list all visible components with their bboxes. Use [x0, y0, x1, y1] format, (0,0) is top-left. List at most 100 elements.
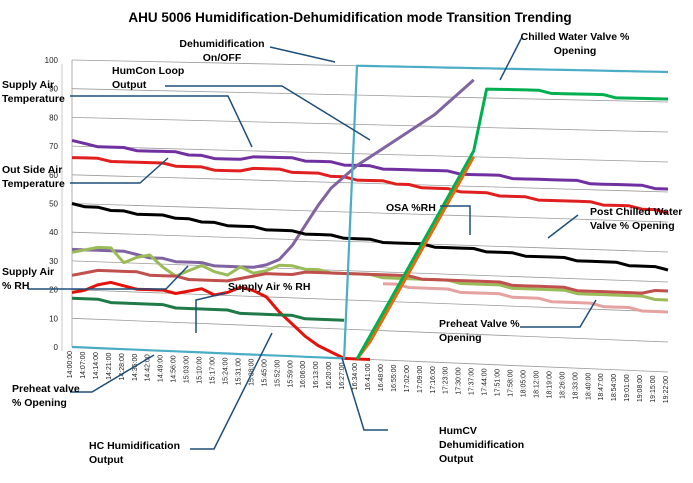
y-axis-ticks: 0 10 20 30 40 50 60 70 80 90 100 [45, 56, 59, 352]
x-tick-label: 14:28:00 [119, 353, 126, 380]
annotation-line: Supply Air [2, 79, 54, 91]
x-tick-label: 18:12:00 [533, 370, 540, 397]
x-tick-label: 19:08:00 [637, 375, 644, 402]
y-tick-label: 100 [45, 56, 59, 65]
series-osa_rh [71, 202, 669, 272]
x-tick-label: 14:07:00 [80, 351, 87, 378]
annotation-line: % RH [2, 280, 29, 292]
annotation-hc-hum: HC Humidification Output [89, 440, 180, 466]
series-humcv_dehumidification_output [355, 156, 476, 360]
annotation-line: Temperature [2, 93, 65, 105]
annotations: Dehumidification On/OFF Chilled Water Valv… [2, 31, 682, 466]
annotation-leader-dehum-onoff [269, 46, 336, 63]
y-tick-label: 90 [49, 85, 58, 94]
y-tick-label: 30 [49, 257, 58, 266]
x-tick-label: 18:26:00 [559, 372, 566, 399]
annotation-leader-post-chw [547, 214, 579, 239]
y-tick-label: 60 [49, 171, 58, 180]
series-chilled_water_valve [355, 87, 669, 360]
x-tick-label: 17:30:00 [456, 367, 463, 394]
x-tick-label: 14:14:00 [93, 352, 100, 379]
annotation-line: Chilled Water Valve % [521, 31, 630, 43]
x-tick-label: 15:45:00 [261, 359, 268, 386]
x-tick-label: 16:06:00 [300, 361, 307, 388]
x-tick-label: 17:09:00 [417, 366, 424, 393]
annotation-post-chw: Post Chilled Water Valve % Opening [590, 206, 682, 232]
series-humcon_loop_output [71, 78, 475, 269]
y-tick-label: 50 [49, 200, 58, 209]
series-preheat_valve_opening [71, 296, 345, 322]
x-tick-label: 18:05:00 [520, 370, 527, 397]
x-tick-label: 14:21:00 [106, 353, 113, 380]
annotation-line: Temperature [2, 178, 65, 190]
x-tick-label: 15:10:00 [197, 356, 204, 383]
y-tick-label: 40 [49, 228, 58, 237]
gridline [71, 174, 669, 193]
gridline [71, 88, 669, 103]
x-tick-label: 16:34:00 [352, 363, 359, 390]
gridline [71, 231, 669, 253]
annotation-line: HumCV [439, 425, 477, 437]
annotation-supply-temp: Supply Air Temperature [2, 79, 65, 105]
gridline [71, 145, 669, 163]
x-tick-label: 15:52:00 [274, 360, 281, 387]
x-tick-label: 17:23:00 [443, 367, 450, 394]
annotation-line: On/OFF [203, 52, 242, 64]
annotation-humcv: HumCV Dehumidification Output [439, 425, 524, 465]
x-tick-label: 18:40:00 [585, 373, 592, 400]
annotation-line: Dehumidification [439, 439, 524, 451]
annotation-osa-rh: OSA %RH [386, 202, 436, 214]
x-tick-label: 19:22:00 [663, 376, 670, 403]
x-tick-label: 15:24:00 [222, 357, 229, 384]
x-tick-label: 14:49:00 [158, 355, 165, 382]
x-tick-label: 15:59:00 [287, 360, 294, 387]
annotation-leader-humcon [165, 85, 371, 141]
annotation-leader-humcv [341, 357, 388, 431]
annotation-line: Opening [439, 332, 482, 344]
annotation-preheat-valve: Preheat Valve % Opening [439, 318, 520, 344]
x-tick-label: 17:51:00 [495, 369, 502, 396]
x-tick-label: 15:31:00 [235, 358, 242, 385]
x-tick-label: 18:54:00 [611, 374, 618, 401]
x-tick-label: 17:02:00 [404, 365, 411, 392]
annotation-chw-valve: Chilled Water Valve % Opening [521, 31, 630, 57]
series-supply_air_rh [71, 268, 669, 295]
annotation-line: Output [439, 453, 474, 465]
x-tick-label: 18:19:00 [546, 371, 553, 398]
x-tick-label: 17:58:00 [508, 369, 515, 396]
series-lines [71, 64, 669, 361]
series-outside_air_temp [71, 156, 669, 215]
x-tick-label: 18:47:00 [598, 373, 605, 400]
annotation-line: Supply Air [2, 266, 54, 278]
annotation-leader-osa-rh [440, 205, 471, 235]
x-tick-label: 14:00:00 [67, 351, 74, 378]
y-tick-label: 0 [54, 343, 59, 352]
x-tick-label: 16:55:00 [391, 364, 398, 391]
gridline [71, 117, 669, 133]
annotation-line: Out Side Air [2, 164, 62, 176]
series-dehumidification_on_off [71, 64, 669, 360]
annotation-leader-preheat-left [70, 354, 155, 393]
annotation-leader-supply-rh-left [28, 265, 189, 290]
annotation-leader-preheat-valve [520, 299, 597, 328]
x-tick-label: 14:35:00 [132, 354, 139, 381]
annotation-line: HC Humidification [89, 440, 180, 452]
x-tick-label: 16:27:00 [339, 362, 346, 389]
annotation-line: Preheat Valve % [439, 318, 520, 330]
x-tick-label: 14:56:00 [171, 355, 178, 382]
x-tick-label: 17:37:00 [469, 368, 476, 395]
annotation-line: Output [89, 454, 124, 466]
annotation-dehum-onoff: Dehumidification On/OFF [179, 38, 264, 64]
x-tick-label: 16:13:00 [313, 361, 320, 388]
x-tick-label: 17:44:00 [482, 368, 489, 395]
chart-title: AHU 5006 Humidification-Dehumidification… [128, 10, 571, 25]
annotation-leader-supply-rh-mid [195, 292, 227, 333]
annotation-line: Supply Air % RH [228, 281, 310, 293]
y-tick-label: 80 [49, 113, 58, 122]
annotation-leader-supply-temp [70, 95, 253, 148]
annotation-line: OSA %RH [386, 202, 436, 214]
y-tick-label: 10 [49, 314, 58, 323]
x-tick-label: 19:15:00 [650, 375, 657, 402]
annotation-leader-chw-valve [499, 36, 523, 81]
